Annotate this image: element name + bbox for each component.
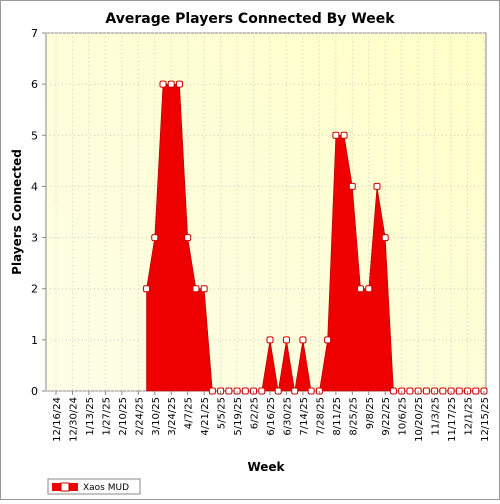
data-point-marker: [381, 234, 389, 242]
legend-label: Xaos MUD: [83, 483, 129, 493]
chart-title: Average Players Connected By Week: [105, 11, 395, 27]
x-tick-label: 5/5/25: [217, 397, 228, 429]
x-tick-label: 7/28/25: [315, 397, 326, 436]
x-tick-label: 6/16/25: [266, 397, 277, 436]
data-point-marker: [472, 387, 480, 395]
data-point-marker: [225, 387, 233, 395]
data-point-marker: [455, 387, 463, 395]
x-tick-label: 10/6/25: [398, 397, 409, 436]
x-tick-label: 4/21/25: [200, 397, 211, 436]
data-point-marker: [258, 387, 266, 395]
y-tick-label: 5: [31, 129, 38, 142]
y-tick-label: 2: [31, 283, 38, 296]
data-point-marker: [332, 131, 340, 139]
data-point-marker: [324, 336, 332, 344]
x-tick-label: 3/10/25: [151, 397, 162, 436]
x-tick-label: 9/8/25: [365, 397, 376, 429]
x-tick-label: 12/30/24: [68, 397, 79, 442]
x-tick-label: 2/24/25: [134, 397, 145, 436]
data-point-marker: [406, 387, 414, 395]
x-axis-ticks: 12/16/24 12/30/24 1/13/25 1/27/25 2/10/25 2/2…: [52, 391, 491, 442]
x-tick-label: 10/20/25: [414, 397, 425, 442]
y-tick-label: 3: [31, 232, 38, 245]
data-point-marker: [282, 336, 290, 344]
data-point-marker: [143, 285, 151, 293]
data-point-marker: [208, 387, 216, 395]
data-point-marker: [241, 387, 249, 395]
legend: Xaos MUD: [47, 478, 141, 495]
data-point-marker: [291, 387, 299, 395]
y-tick-label: 1: [31, 334, 38, 347]
x-tick-label: 1/27/25: [101, 397, 112, 436]
data-point-marker: [151, 234, 159, 242]
x-tick-label: 7/14/25: [299, 397, 310, 436]
x-tick-label: 3/24/25: [167, 397, 178, 436]
data-point-marker: [200, 285, 208, 293]
x-tick-label: 12/16/24: [52, 397, 63, 442]
x-tick-label: 8/25/25: [348, 397, 359, 436]
data-point-marker: [373, 182, 381, 190]
x-tick-label: 12/1/25: [464, 397, 475, 436]
data-point-marker: [167, 80, 175, 88]
x-tick-label: 8/11/25: [332, 397, 343, 436]
data-point-marker: [439, 387, 447, 395]
data-point-marker: [422, 387, 430, 395]
x-tick-label: 6/30/25: [282, 397, 293, 436]
data-point-marker: [274, 387, 282, 395]
y-tick-label: 4: [31, 180, 38, 193]
plot-area: [45, 32, 487, 392]
x-tick-label: 11/17/25: [447, 397, 458, 442]
y-axis-label: Players Connected: [10, 149, 24, 275]
data-point-marker: [299, 336, 307, 344]
y-tick-label: 0: [31, 385, 38, 398]
data-point-marker: [307, 387, 315, 395]
data-point-marker: [365, 285, 373, 293]
x-tick-label: 9/22/25: [381, 397, 392, 436]
data-markers: [143, 80, 488, 395]
y-axis-ticks: 0 1 2 3 4 5 6 7: [31, 27, 46, 398]
legend-marker-icon: [60, 482, 70, 492]
y-tick-label: 7: [31, 27, 38, 40]
x-tick-label: 11/3/25: [431, 397, 442, 436]
data-point-marker: [266, 336, 274, 344]
x-tick-label: 2/10/25: [118, 397, 129, 436]
x-tick-label: 6/2/25: [250, 397, 261, 429]
x-tick-label: 5/19/25: [233, 397, 244, 436]
x-axis-label: Week: [247, 460, 285, 474]
data-point-marker: [184, 234, 192, 242]
data-point-marker: [159, 80, 167, 88]
data-point-marker: [348, 182, 356, 190]
data-point-marker: [357, 285, 365, 293]
y-tick-label: 6: [31, 78, 38, 91]
data-point-marker: [340, 131, 348, 139]
x-tick-label: 1/13/25: [85, 397, 96, 436]
x-tick-label: 4/7/25: [184, 397, 195, 429]
data-point-marker: [175, 80, 183, 88]
data-point-marker: [192, 285, 200, 293]
data-point-marker: [389, 387, 397, 395]
x-tick-label: 12/15/25: [480, 397, 491, 442]
